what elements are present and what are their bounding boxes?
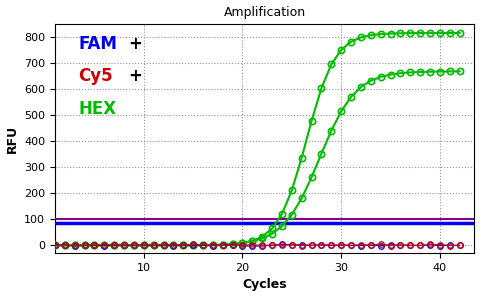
X-axis label: Cycles: Cycles [242,279,287,291]
Text: Cy5: Cy5 [78,67,113,86]
Title: Amplification: Amplification [224,6,306,18]
Text: FAM: FAM [78,35,117,53]
Y-axis label: RFU: RFU [6,124,19,153]
Text: +: + [128,35,142,53]
Text: +: + [128,67,142,86]
Text: HEX: HEX [78,99,116,118]
